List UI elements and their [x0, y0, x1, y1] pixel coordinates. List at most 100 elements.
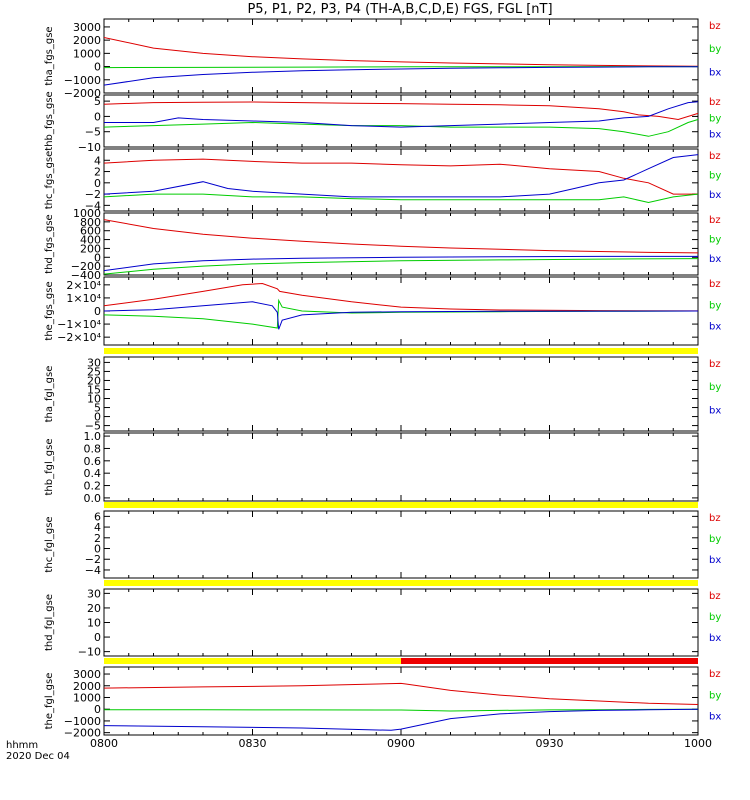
y-tick-label: 30: [87, 356, 101, 369]
y-tick-label: 20: [87, 602, 101, 615]
y-tick-label: 10: [87, 617, 101, 630]
series-bx: [103, 708, 699, 731]
series-bx: [103, 66, 699, 86]
y-tick-label: −400: [71, 269, 101, 282]
panel-thd_fgl_gse: 30 20 100 −10 thd_fgl_gse bz by bx: [44, 580, 721, 659]
y-tick-label: 15: [87, 383, 101, 396]
legend-bz: bz: [709, 215, 721, 226]
y-tick-label: 200: [80, 242, 101, 255]
y-tick-label: 800: [80, 216, 101, 229]
legend-bz: bz: [709, 513, 721, 524]
status-bar-yellow: [104, 348, 698, 354]
x-tick-label: 1000: [684, 737, 712, 750]
y-tick-label: 2000: [73, 680, 101, 693]
x-tick-label: 0930: [536, 737, 564, 750]
y-tick-label: 10: [87, 393, 101, 406]
series-bz: [103, 158, 698, 195]
legend-by: by: [709, 113, 721, 124]
y-tick-label: 0: [94, 305, 101, 318]
legend-bx: bx: [709, 322, 721, 333]
legend-bz: bz: [709, 591, 721, 602]
y-tick-label: 1000: [73, 691, 101, 704]
y-tick-label: 20: [87, 374, 101, 387]
legend-bx: bx: [709, 712, 721, 723]
y-tick-label: −10: [78, 646, 101, 659]
y-tick-label: 0: [94, 110, 101, 123]
y-tick-label: −2000: [64, 87, 101, 100]
y-tick-label: 400: [80, 234, 101, 247]
panel-frame: [103, 588, 699, 657]
series-bx: [103, 154, 699, 198]
y-tick-label: 5: [94, 95, 101, 108]
y-tick-label: 600: [80, 225, 101, 238]
series-by: [103, 119, 699, 137]
y-tick-label: 0.4: [84, 467, 102, 480]
x-axis-labels: 0800 0830 0900 0930 1000: [90, 737, 712, 750]
series-bz: [103, 682, 699, 705]
y-tick-label: 0.2: [84, 480, 102, 493]
legend-by: by: [709, 170, 721, 181]
panel-frame: [103, 18, 699, 94]
series-bz: [103, 219, 699, 254]
y-tick-label: 2×10⁴: [66, 279, 101, 292]
series-bx: [104, 101, 699, 128]
y-tick-label: 0.8: [84, 442, 102, 455]
legend-bx: bx: [709, 405, 721, 416]
legend-by: by: [709, 300, 721, 311]
panel-thb_fgs_gse: 5 0 −5 −10 thb_fgs_gse bz by bx: [44, 91, 721, 154]
y-axis-label: the_fgl_gse: [44, 673, 55, 730]
y-axis-label: thc_fgl_gse: [44, 516, 55, 572]
legend-bz: bz: [709, 359, 721, 370]
x-axis-name: hhmm: [6, 740, 38, 751]
panel-frame: [103, 510, 699, 579]
panel-frame: [103, 148, 699, 212]
y-tick-label: 2: [94, 166, 101, 179]
series-by: [103, 298, 699, 329]
y-tick-label: 0: [94, 631, 101, 644]
y-axis-label: tha_fgl_gse: [44, 366, 55, 423]
y-tick-label: −1000: [64, 74, 101, 87]
y-tick-label: −1×10⁴: [57, 318, 101, 331]
y-tick-label: 1000: [73, 47, 101, 60]
x-tick-label: 0830: [239, 737, 267, 750]
panel-frame: [103, 432, 699, 502]
x-tick-label: 0800: [90, 737, 118, 750]
y-axis-label: thb_fgs_gse: [44, 91, 55, 150]
status-bar-red: [401, 658, 698, 664]
y-tick-label: 0: [94, 177, 101, 190]
legend-by: by: [709, 382, 721, 393]
panel-frame: [103, 356, 699, 432]
y-tick-label: −2000: [64, 727, 101, 740]
y-tick-label: 5: [94, 402, 101, 415]
y-tick-label: 4: [94, 521, 101, 534]
chart-title: P5, P1, P2, P3, P4 (TH-A,B,C,D,E) FGS, F…: [247, 2, 552, 17]
legend-bx: bx: [709, 254, 721, 265]
legend-by: by: [709, 690, 721, 701]
y-tick-label: 3000: [73, 668, 101, 681]
y-axis-label: thc_fgs_gse: [44, 151, 55, 210]
y-tick-label: −10: [78, 141, 101, 154]
y-tick-label: 0.6: [84, 455, 102, 468]
y-tick-label: −2: [85, 188, 101, 201]
series-by: [103, 193, 699, 204]
y-tick-label: −5: [85, 126, 101, 139]
series-by: [103, 258, 699, 275]
legend-bx: bx: [709, 67, 721, 78]
series-by: [104, 708, 699, 712]
y-tick-label: −2: [85, 553, 101, 566]
y-tick-label: 25: [87, 365, 101, 378]
status-bar-yellow: [104, 580, 698, 586]
legend-bz: bz: [709, 279, 721, 290]
y-tick-label: 0: [94, 543, 101, 556]
y-tick-label: 3000: [73, 21, 101, 34]
legend-bx: bx: [709, 633, 721, 644]
x-tick-label: 0900: [387, 737, 415, 750]
legend-bz: bz: [709, 97, 721, 108]
y-tick-label: −1000: [64, 715, 101, 728]
